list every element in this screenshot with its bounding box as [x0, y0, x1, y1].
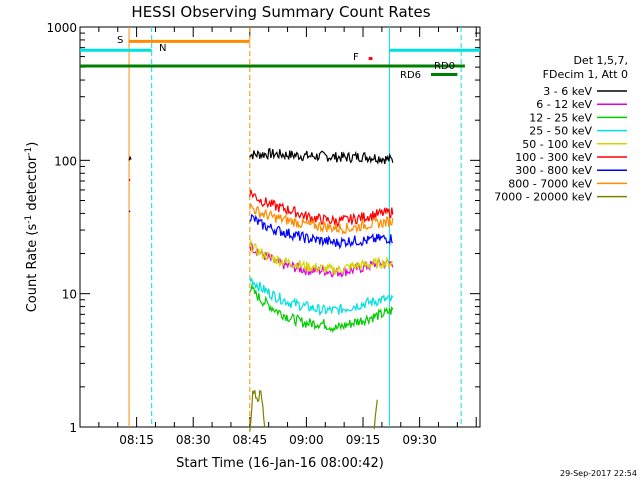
legend-label: 100 - 300 keV: [515, 151, 592, 164]
series-6-12-kev: [249, 242, 394, 278]
series-100-300-kev: [128, 178, 131, 182]
annotation-n: N: [159, 43, 166, 54]
annotation-rd6: RD6: [400, 70, 421, 81]
x-axis-label: Start Time (16-Jan-16 08:00:42): [176, 456, 384, 471]
x-tick-label: 09:15: [346, 433, 381, 447]
vertical-markers: [128, 27, 462, 427]
chart-title: HESSI Observing Summary Count Rates: [131, 3, 430, 21]
annotation-f: F: [353, 52, 359, 63]
series-7000-20000-kev: [373, 399, 378, 430]
x-tick-label: 09:00: [289, 433, 324, 447]
legend-label: 25 - 50 keV: [529, 125, 592, 138]
y-tick-label: 10: [62, 288, 77, 302]
series-7000-20000-kev: [249, 389, 266, 432]
legend-label: 800 - 7000 keV: [508, 177, 592, 190]
legend-header-2: FDecim 1, Att 0: [543, 68, 628, 81]
annotation-s: S: [117, 35, 123, 46]
series-12-25-kev: [249, 283, 394, 334]
x-tick-label: 08:30: [176, 433, 211, 447]
series-25-50-kev: [249, 276, 394, 316]
series-300-800-kev: [128, 210, 131, 213]
plot-border: [79, 26, 481, 428]
series-800-7000-kev: [249, 202, 394, 236]
legend-header-1: Det 1,5,7,: [573, 54, 628, 67]
timestamp: 29-Sep-2017 22:54: [560, 469, 637, 478]
series-3-6-kev: [128, 155, 132, 161]
series-300-800-kev: [249, 213, 393, 250]
x-tick-label: 09:30: [402, 433, 437, 447]
y-tick-label: 1000: [46, 21, 77, 35]
axes-ticks: 1 10 100 1000 08:15 08:30 08:45 09:00 09:15 09:30: [46, 21, 480, 447]
legend-label: 7000 - 20000 keV: [494, 191, 592, 204]
orbit-bars: [80, 39, 480, 77]
y-tick-label: 1: [69, 421, 77, 435]
y-axis-label: Count Rate (s-1 detector-1): [24, 142, 40, 313]
x-tick-label: 08:15: [119, 433, 154, 447]
y-tick-label: 100: [54, 154, 77, 168]
legend-label: 300 - 800 keV: [515, 164, 592, 177]
legend-label: 50 - 100 keV: [522, 138, 592, 151]
series-layer: [128, 148, 394, 432]
series-3-6-kev: [249, 148, 394, 165]
legend-label: 12 - 25 keV: [529, 111, 592, 124]
legend-label: 6 - 12 keV: [536, 98, 592, 111]
series-100-300-kev: [249, 189, 394, 228]
plot-area: [79, 26, 481, 428]
series-50-100-kev: [249, 238, 394, 276]
x-tick-label: 08:45: [233, 433, 268, 447]
annotation-rd0: RD0: [434, 61, 455, 72]
legend-label: 3 - 6 keV: [543, 85, 592, 98]
